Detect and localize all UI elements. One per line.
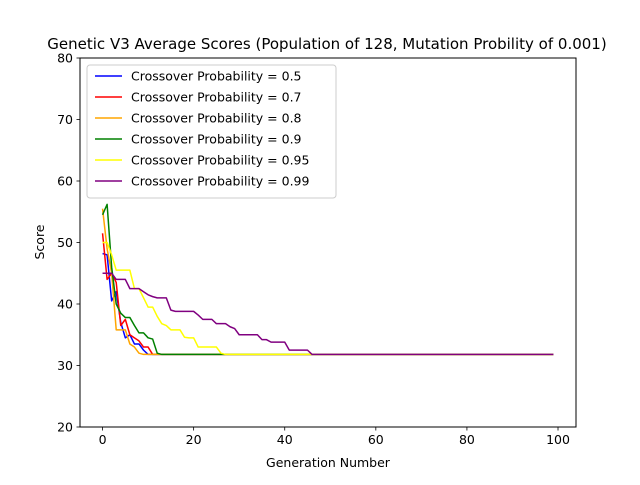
y-axis-label: Score — [32, 224, 47, 259]
y-tick-label: 20 — [57, 420, 73, 435]
x-tick-label: 0 — [99, 432, 107, 447]
legend: Crossover Probability = 0.5 Crossover Pro… — [86, 64, 337, 199]
chart-title: Genetic V3 Average Scores (Population of… — [47, 35, 606, 53]
x-tick-label: 100 — [546, 432, 570, 447]
series-line-5 — [102, 241, 554, 356]
y-tick-label: 50 — [57, 235, 73, 250]
y-tick-label: 80 — [57, 51, 73, 66]
legend-label-2: Crossover Probability = 0.7 — [131, 90, 302, 105]
y-tick-label: 40 — [57, 297, 73, 312]
legend-label-1: Crossover Probability = 0.5 — [131, 69, 302, 84]
series-line-3 — [101, 208, 554, 356]
legend-label-3: Crossover Probability = 0.8 — [131, 111, 302, 126]
x-tick-label: 40 — [277, 432, 293, 447]
y-tick-label: 30 — [57, 358, 73, 373]
x-tick-label: 80 — [459, 432, 475, 447]
plot-frame — [79, 57, 577, 428]
y-tick-label: 70 — [57, 112, 73, 127]
series-line-6 — [102, 272, 554, 356]
series-line-4 — [101, 203, 554, 356]
legend-frame — [86, 64, 337, 199]
x-axis-label: Generation Number — [266, 455, 391, 470]
legend-label-5: Crossover Probability = 0.95 — [131, 153, 309, 168]
legend-label-6: Crossover Probability = 0.99 — [131, 174, 309, 189]
legend-label-4: Crossover Probability = 0.9 — [131, 132, 302, 147]
y-tick-label: 60 — [57, 174, 73, 189]
x-tick-label: 20 — [186, 432, 202, 447]
x-tick-label: 60 — [368, 432, 384, 447]
axis-ticks: 0 20 40 60 80 100 20 30 40 50 60 70 80 — [57, 51, 570, 448]
plot-area — [101, 203, 554, 356]
